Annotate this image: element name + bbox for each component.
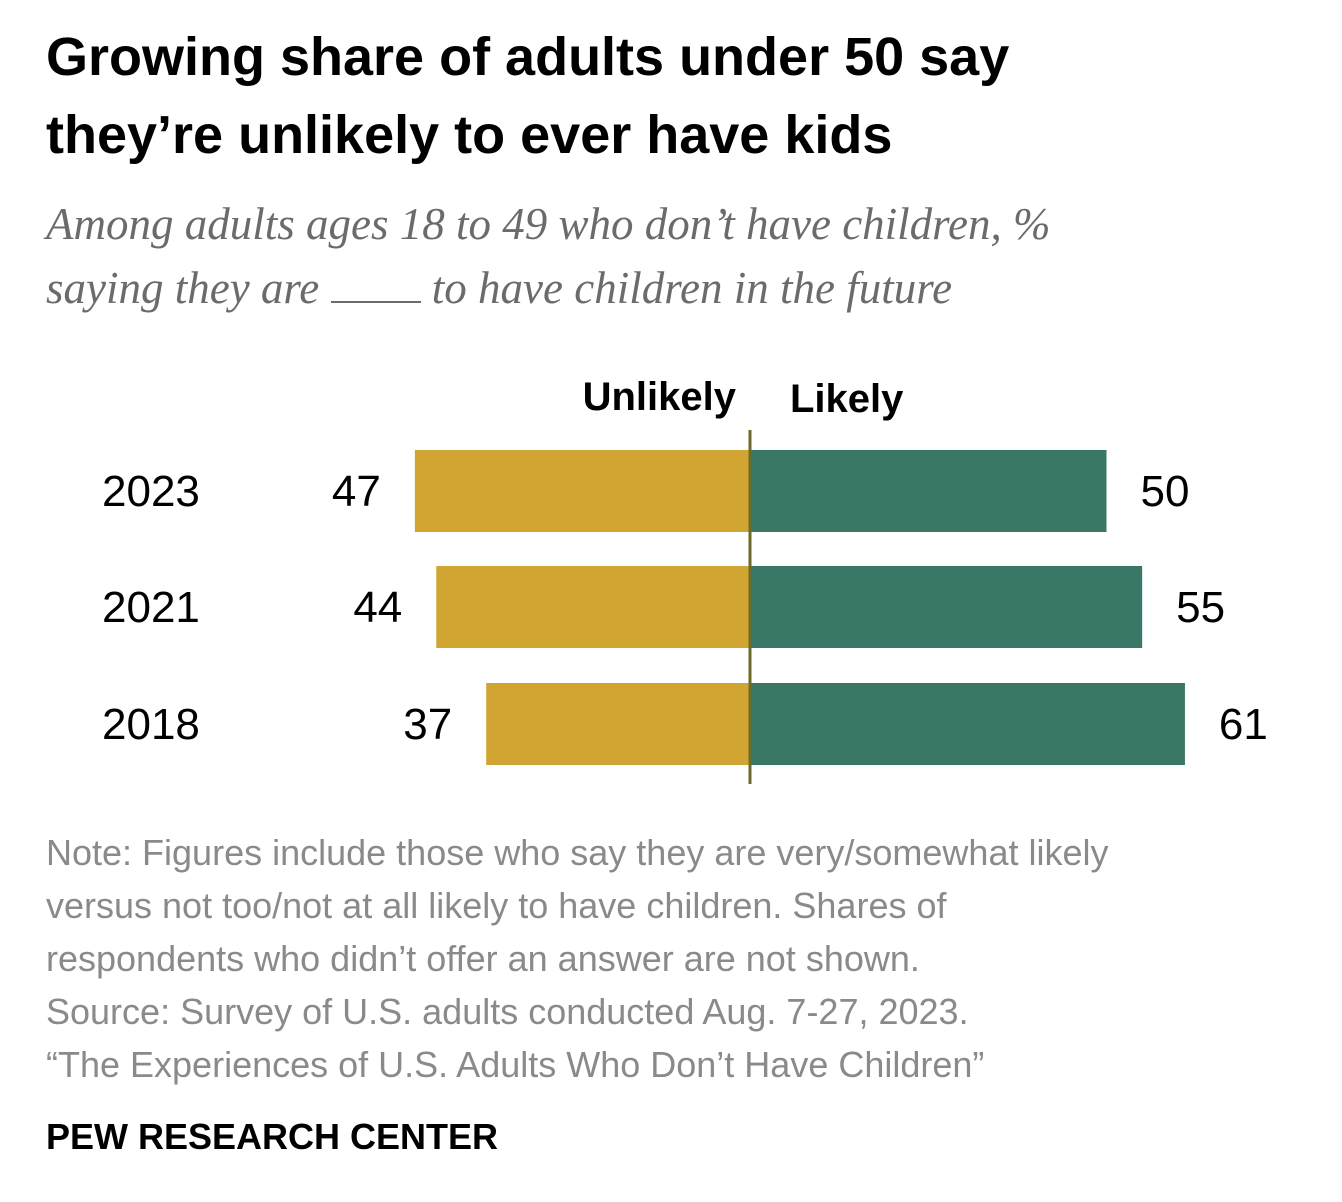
year-label: 2021 <box>102 583 200 632</box>
subtitle-line: saying they are to have children in the … <box>46 256 1306 320</box>
data-label-likely: 50 <box>1141 467 1190 516</box>
bar-likely <box>750 566 1143 648</box>
data-label-unlikely: 44 <box>353 583 402 632</box>
brand-logo-text: PEW RESEARCH CENTER <box>46 1116 499 1157</box>
bar-unlikely <box>414 450 750 532</box>
data-label-likely: 55 <box>1176 583 1225 632</box>
legend-label-unlikely: Unlikely <box>583 375 737 419</box>
legend-label-likely: Likely <box>790 377 904 421</box>
bar-likely <box>750 450 1107 532</box>
source-line: Source: Survey of U.S. adults conducted … <box>46 991 969 1032</box>
data-label-likely: 61 <box>1219 700 1268 749</box>
bar-unlikely <box>486 683 750 765</box>
diverging-bar-chart: Unlikely Likely 2023 47 50 2021 44 55 2018 37 61 <box>102 375 1268 784</box>
bar-likely <box>750 683 1185 765</box>
bar-unlikely <box>436 566 750 648</box>
year-label: 2018 <box>102 700 200 749</box>
data-label-unlikely: 47 <box>332 467 381 516</box>
chart-notes: Note: Figures include those who say they… <box>46 826 1306 1091</box>
subtitle-text: saying they are <box>46 263 320 313</box>
chart-title: Growing share of adults under 50 say the… <box>46 18 1306 174</box>
subtitle-line: Among adults ages 18 to 49 who don’t hav… <box>46 199 1051 249</box>
data-label-unlikely: 37 <box>403 700 452 749</box>
subtitle-text: to have children in the future <box>431 263 953 313</box>
chart-subtitle: Among adults ages 18 to 49 who don’t hav… <box>46 192 1306 320</box>
year-label: 2023 <box>102 467 200 516</box>
fill-in-blank <box>330 263 421 303</box>
note-line: respondents who didn’t offer an answer a… <box>46 938 920 979</box>
chart-title-line: they’re unlikely to ever have kids <box>46 105 893 165</box>
note-line: versus not too/not at all likely to have… <box>46 885 947 926</box>
note-line: Note: Figures include those who say they… <box>46 832 1109 873</box>
chart-title-line: Growing share of adults under 50 say <box>46 27 1010 87</box>
report-title-line: “The Experiences of U.S. Adults Who Don’… <box>46 1044 985 1085</box>
